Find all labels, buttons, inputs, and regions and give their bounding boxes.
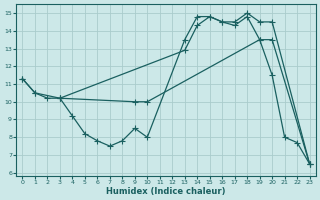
X-axis label: Humidex (Indice chaleur): Humidex (Indice chaleur) (106, 187, 226, 196)
